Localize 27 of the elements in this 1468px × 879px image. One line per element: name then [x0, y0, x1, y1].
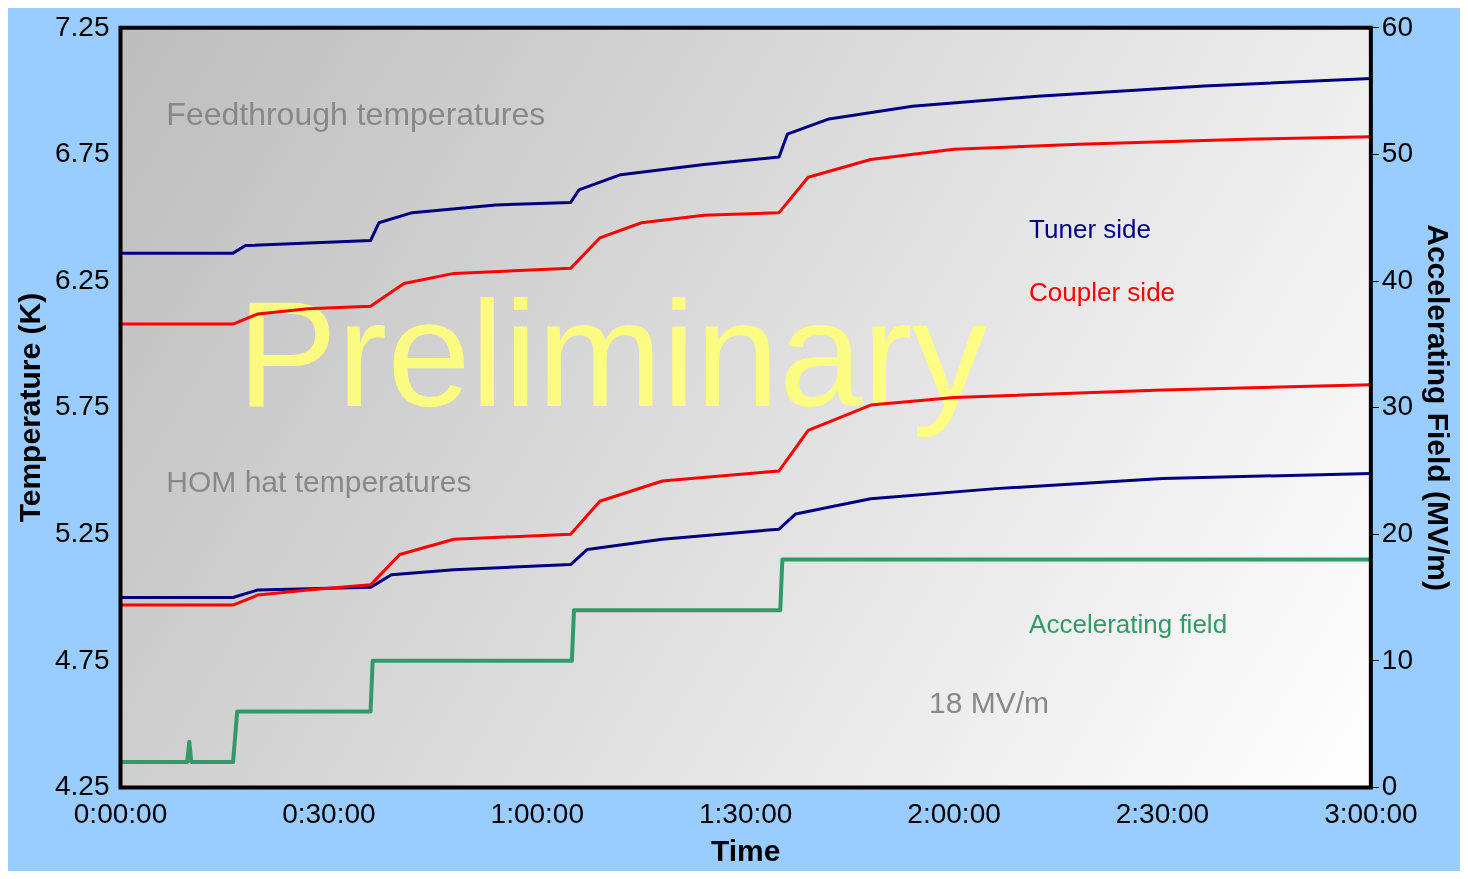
y-tick-label: 7.25	[55, 10, 110, 42]
x-tick-label: 0:30:00	[282, 797, 376, 829]
annotation: 18 MV/m	[929, 686, 1050, 720]
y-tick-label: 5.25	[55, 516, 110, 548]
y2-tick-label: 30	[1381, 390, 1414, 422]
y2-tick-label: 40	[1381, 263, 1414, 295]
annotation: Feedthrough temperatures	[166, 96, 546, 133]
x-tick-label: 1:30:00	[698, 797, 793, 829]
annotation: Preliminary	[237, 269, 988, 438]
series-label: Accelerating field	[1029, 608, 1228, 639]
x-tick-label: 1:00:00	[490, 797, 584, 829]
y-tick-label: 5.75	[55, 390, 110, 422]
y2-tick-label: 20	[1381, 516, 1414, 548]
y2-tick-label: 10	[1381, 643, 1414, 675]
text: Tuner side	[1029, 213, 1151, 244]
annotation: HOM hat temperatures	[166, 464, 472, 498]
y-tick-label: 6.25	[55, 263, 110, 295]
x-axis-title: Time	[710, 834, 781, 868]
x-tick-label: 2:00:00	[907, 797, 1001, 829]
x-tick-label: 2:30:00	[1115, 797, 1210, 829]
y2-tick-label: 60	[1381, 10, 1414, 42]
y2-tick-label: 50	[1381, 137, 1414, 169]
y-tick-label: 4.75	[55, 643, 110, 675]
y-tick-label: 6.75	[55, 137, 110, 169]
y2-axis-title: Accelerating Field (MV/m)	[1421, 224, 1455, 591]
y-axis-title: Temperature (K)	[13, 292, 47, 523]
text: Coupler side	[1029, 276, 1176, 307]
